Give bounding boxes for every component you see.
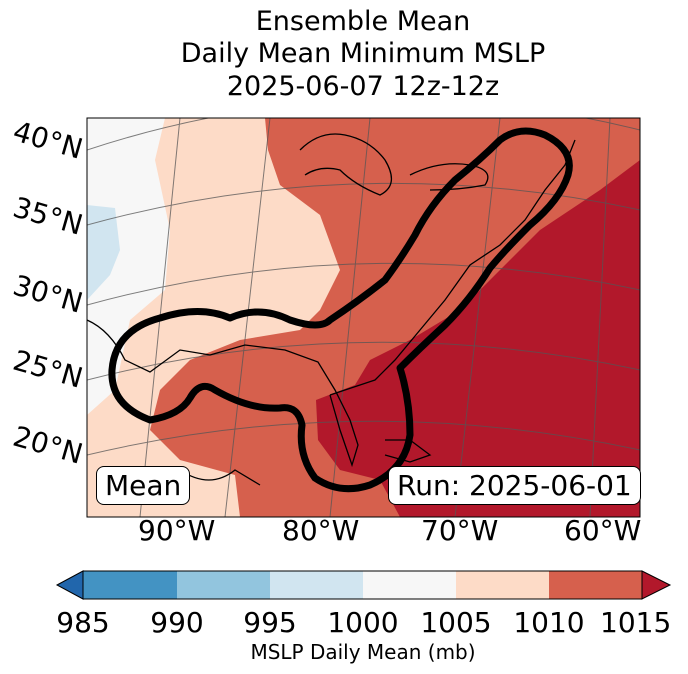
coastlines [87,133,576,486]
lon-label-90w: 90°W [138,514,216,547]
mean-label-box: Mean [96,466,191,505]
colorbar-segment-1000-1005 [363,571,456,599]
colorbar-tick-985: 985 [56,606,110,639]
title-line-1: Ensemble Mean [255,6,471,37]
colorbar-tick-990: 990 [150,606,204,639]
colorbar-segment-1005-1010 [456,571,549,599]
run-label-box: Run: 2025-06-01 [388,466,641,505]
mslp-band-over-1015 [316,160,640,517]
colorbar-segment-985-990 [83,571,177,599]
colorbar-tick-1010: 1010 [513,606,585,639]
colorbar-segment-990-995 [177,571,270,599]
colorbar-label: MSLP Daily Mean (mb) [250,640,476,664]
colorbar-tick-1000: 1000 [327,606,399,639]
map-frame [86,117,641,518]
lon-label-80w: 80°W [282,514,360,547]
lon-label-70w: 70°W [421,514,499,547]
title-line-2: Daily Mean Minimum MSLP [180,38,546,69]
lon-label-60w: 60°W [564,514,642,547]
colorbar-under-triangle [55,570,84,600]
title-line-3: 2025-06-07 12z-12z [226,71,500,102]
colorbar-tick-1015: 1015 [600,606,672,639]
colorbar-frame [82,570,643,600]
mslp-band-995-1000 [87,205,120,300]
mslp-field [87,118,640,517]
minimum-mslp-contour [108,127,573,493]
colorbar-segment-1010-1015 [549,571,642,599]
colorbar-over-triangle [641,570,672,600]
colorbar-segment-995-1000 [270,571,363,599]
colorbar-tick-995: 995 [243,606,297,639]
colorbar-tick-1005: 1005 [420,606,492,639]
colorbar [55,570,672,600]
